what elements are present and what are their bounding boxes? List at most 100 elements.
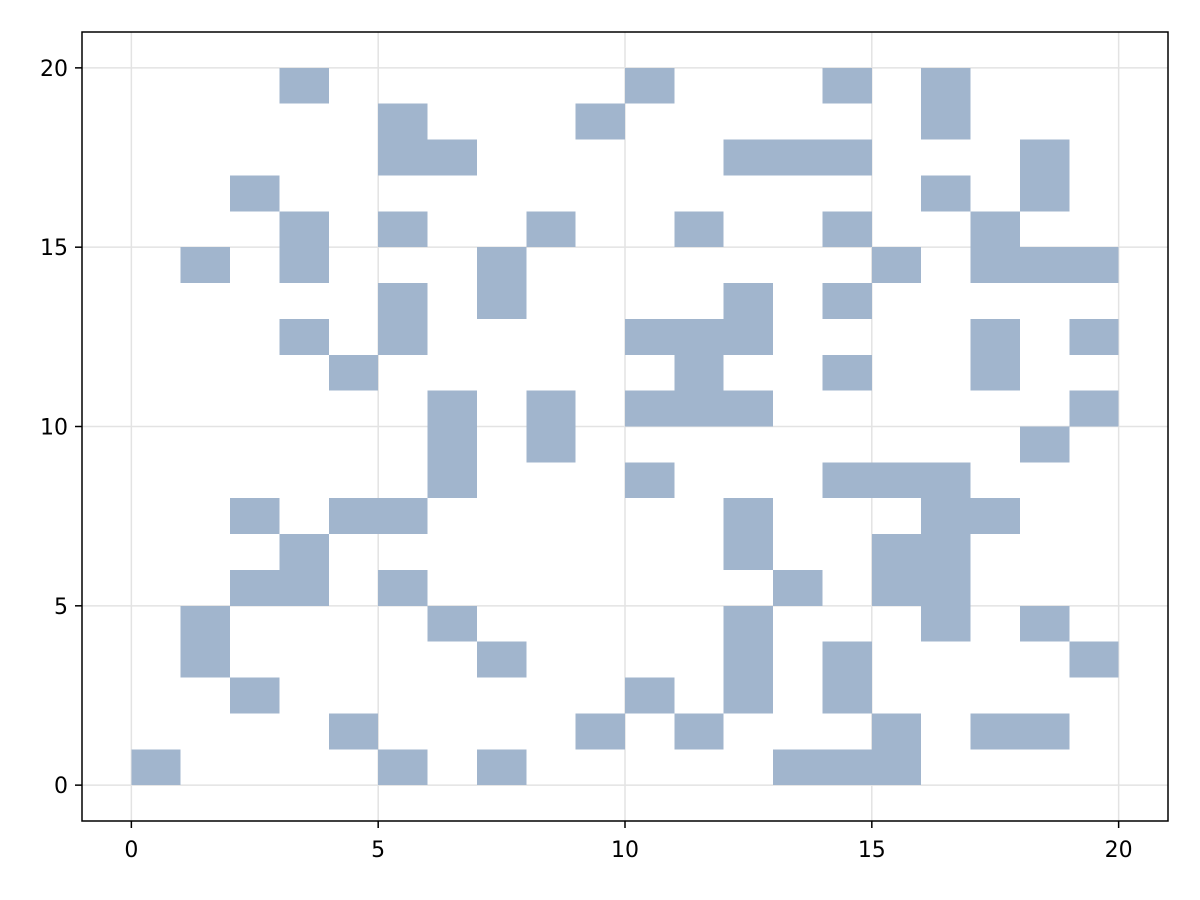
heatmap-cell [970,247,1020,284]
heatmap-cell [625,462,675,499]
heatmap-cell [378,211,428,248]
heatmap-cell [526,426,576,463]
y-tick-label: 10 [40,416,68,441]
heatmap-cell [279,569,329,606]
heatmap-cell [723,283,774,319]
heatmap-cell [674,354,724,391]
heatmap-cell [625,390,675,427]
heatmap-cell [1019,247,1070,284]
heatmap-cell [921,175,971,212]
heatmap-cell [674,211,724,248]
heatmap-cell [871,247,922,284]
heatmap-cell [279,247,329,284]
heatmap-cell [180,641,231,678]
heatmap-cell [625,677,675,714]
heatmap-cell [378,569,428,606]
heatmap-cell [180,247,231,284]
axis-ticks: 0 5 10 15 20 0 5 10 15 20 [40,57,1133,863]
heatmap-cell [723,641,774,678]
heatmap-cell [131,749,181,786]
heatmap-cell [625,67,675,104]
heatmap-cell [1069,641,1119,678]
heatmap-cell [476,247,527,284]
heatmap-cell [575,103,625,140]
x-tick-label: 20 [1105,838,1133,863]
heatmap-cell [279,534,329,570]
heatmap-cell [230,677,280,714]
heatmap-cell [1019,139,1070,176]
heatmap-cell [427,139,477,176]
heatmap-cell [871,569,922,606]
heatmap-cell [526,390,576,427]
heatmap-cell [723,318,774,355]
heatmap-cell [378,139,428,176]
heatmap-cell [1019,426,1070,463]
heatmap-cell [328,498,379,535]
heatmap-cell [723,139,774,176]
heatmap-cell [871,713,922,750]
cells-layer [131,67,1119,786]
heatmap-cell [279,67,329,104]
heatmap-cell [970,211,1020,248]
heatmap-cell [822,749,872,786]
heatmap-cell [427,462,477,499]
heatmap-cell [921,103,971,140]
y-tick-label: 0 [54,774,68,799]
heatmap-cell [625,318,675,355]
heatmap-cell [476,749,527,786]
heatmap-cell [970,354,1020,391]
heatmap-cell [822,283,872,319]
heatmap-cell [279,211,329,248]
heatmap-cell [723,498,774,535]
x-tick-label: 15 [858,838,886,863]
heatmap-cell [822,641,872,678]
heatmap-cell [476,283,527,319]
x-tick-label: 0 [124,838,138,863]
heatmap-cell [230,175,280,212]
heatmap-cell [328,354,379,391]
heatmap-cell [970,713,1020,750]
heatmap-cell [427,605,477,642]
heatmap-cell [1019,175,1070,212]
heatmap-cell [1069,318,1119,355]
heatmap-cell [822,139,872,176]
heatmap-cell [674,390,724,427]
heatmap-cell [378,283,428,319]
heatmap-cell [970,318,1020,355]
heatmap-cell [970,498,1020,535]
heatmap-cell [427,390,477,427]
heatmap-cell [921,67,971,104]
x-tick-label: 5 [371,838,385,863]
y-tick-label: 20 [40,57,68,82]
heatmap-cell [526,211,576,248]
heatmap-cell [921,534,971,570]
x-tick-label: 10 [611,838,639,863]
heatmap-cell [328,713,379,750]
heatmap-cell [822,677,872,714]
heatmap-cell [674,318,724,355]
heatmap-cell [822,211,872,248]
heatmap-cell [378,749,428,786]
heatmap-cell [427,426,477,463]
heatmap-cell [773,569,823,606]
heatmap-cell [476,641,527,678]
heatmap-cell [723,605,774,642]
heatmap-cell [921,462,971,499]
heatmap-cell [921,569,971,606]
heatmap-cell [921,605,971,642]
heatmap-cell [230,498,280,535]
heatmap-cell [773,139,823,176]
y-tick-label: 5 [54,595,68,620]
heatmap-cell [822,354,872,391]
heatmap-cell [871,749,922,786]
heatmap-cell [723,390,774,427]
heatmap-cell [230,569,280,606]
heatmap-cell [378,103,428,140]
heatmap-cell [180,605,231,642]
heatmap-cell [921,498,971,535]
y-tick-label: 15 [40,236,68,261]
heatmap-cell [871,534,922,570]
heatmap-cell [1069,247,1119,284]
heatmap-cell [822,462,872,499]
